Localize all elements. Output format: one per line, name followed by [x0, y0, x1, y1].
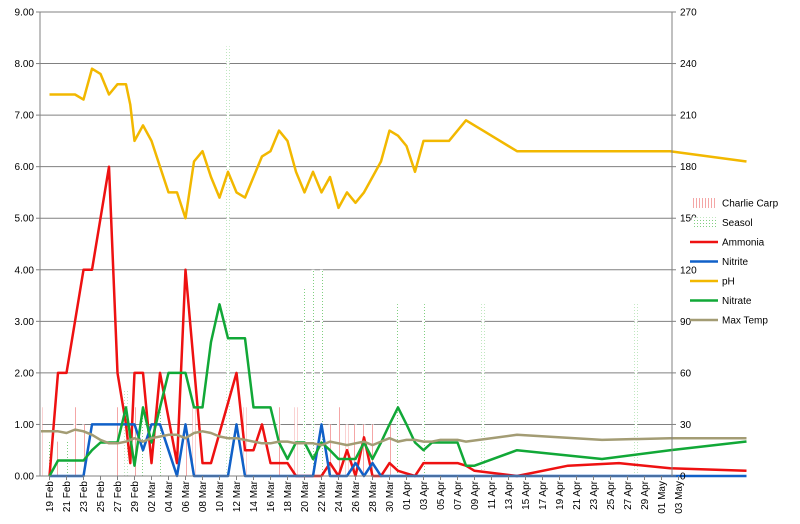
line-series-layer [41, 67, 747, 478]
x-tick-label: 25 Feb [96, 481, 107, 513]
bar-charlie-carp [388, 424, 391, 476]
bar-charlie-carp [354, 424, 357, 476]
legend-swatch-seasol [692, 217, 716, 228]
bar-charlie-carp [73, 407, 77, 476]
y2-tick-label: 30 [680, 420, 692, 431]
y2-tick-label: 150 [680, 214, 697, 225]
x-tick-label: 03 Apr [419, 480, 430, 510]
bar-charlie-carp [82, 424, 85, 476]
bar-seasol [226, 46, 230, 477]
bar-charlie-carp [56, 441, 60, 476]
x-tick-label: 23 Feb [79, 481, 90, 513]
legend-label: Charlie Carp [722, 199, 779, 210]
y-tick-label: 7.00 [15, 111, 35, 122]
legend: Charlie Carp Seasol Ammonia Nitrite pH Nitrat… [690, 198, 779, 327]
bar-charlie-carp [362, 424, 366, 476]
bar-seasol [481, 304, 485, 476]
x-tick-label: 04 Mar [164, 480, 175, 512]
y-tick-label: 2.00 [15, 368, 35, 379]
x-tick-label: 19 Feb [45, 481, 56, 513]
bar-seasol [320, 269, 323, 476]
x-tick-label: 10 Mar [215, 480, 226, 512]
x-tick-label: 17 Apr [538, 480, 549, 510]
legend-label: Seasol [722, 218, 753, 229]
x-tick-label: 29 Feb [130, 481, 141, 513]
x-tick-label: 28 Mar [368, 480, 379, 512]
x-tick-label: 12 Mar [232, 480, 243, 512]
bar-seasol [422, 304, 425, 476]
y-tick-label: 0.00 [15, 472, 35, 483]
x-tick-label: 27 Feb [113, 481, 124, 513]
x-tick-label: 26 Mar [351, 480, 362, 512]
x-tick-label: 22 Mar [317, 480, 328, 512]
x-tick-label: 07 Apr [453, 480, 464, 510]
legend-label: pH [722, 277, 735, 288]
y2-tick-label: 270 [680, 8, 697, 19]
y-tick-label: 5.00 [15, 214, 35, 225]
bar-seasol [396, 304, 400, 476]
bar-charlie-carp [184, 424, 187, 476]
axes: 0.00 1.00 2.00 3.00 4.00 5.00 6.00 7.00 8.00 9.00… [15, 8, 698, 514]
x-tick-label: 08 Mar [198, 480, 209, 512]
x-tick-label: 27 Apr [623, 480, 634, 510]
bar-seasol [48, 441, 51, 476]
x-tick-label: 14 Mar [249, 480, 260, 512]
bar-charlie-carp [39, 407, 43, 476]
x-tick-label: 02 Mar [147, 480, 158, 512]
x-tick-label: 24 Mar [334, 480, 345, 512]
x-tick-label: 20 Mar [300, 480, 311, 512]
x-tick-label: 25 Apr [606, 480, 617, 510]
legend-label: Ammonia [722, 238, 765, 249]
y-tick-label: 1.00 [15, 420, 35, 431]
x-tick-label: 18 Mar [283, 480, 294, 512]
bar-charlie-carp [337, 407, 340, 476]
x-tick-label: 16 Mar [266, 480, 277, 512]
legend-swatch-charlie-carp [692, 198, 716, 208]
legend-label: Nitrate [722, 296, 752, 307]
y2-tick-label: 0 [680, 472, 686, 483]
legend-label: Max Temp [722, 316, 768, 327]
bar-seasol [158, 407, 162, 476]
x-tick-label: 06 Mar [181, 480, 192, 512]
y2-tick-label: 210 [680, 111, 697, 122]
y-tick-label: 9.00 [15, 8, 35, 19]
x-tick-label: 03 May [674, 481, 685, 514]
x-tick-label: 09 Apr [470, 480, 481, 510]
bar-seasol [634, 304, 638, 476]
y-tick-label: 8.00 [15, 59, 35, 70]
x-tick-label: 21 Feb [62, 481, 73, 513]
x-tick-label: 11 Apr [487, 480, 498, 509]
x-tick-label: 01 Apr [402, 480, 413, 510]
x-tick-label: 01 May [657, 481, 668, 514]
bar-charlie-carp [192, 407, 196, 476]
y2-tick-label: 60 [680, 368, 692, 379]
x-tick-label: 23 Apr [589, 480, 600, 510]
x-tick-label: 19 Apr [555, 480, 566, 510]
bar-charlie-carp [371, 424, 374, 476]
y2-tick-label: 240 [680, 59, 697, 70]
x-tick-label: 30 Mar [385, 480, 396, 512]
series-line-max-temp [41, 428, 747, 447]
x-tick-label: 21 Apr [572, 480, 583, 510]
y2-tick-label: 90 [680, 317, 692, 328]
bar-seasol [65, 441, 68, 476]
bar-seasol [311, 269, 315, 476]
x-tick-label: 05 Apr [436, 480, 447, 510]
y-tick-label: 4.00 [15, 265, 35, 276]
legend-label: Nitrite [722, 257, 749, 268]
bar-charlie-carp [133, 407, 136, 476]
series-line-ph [49, 67, 747, 220]
series-line-nitrite [49, 423, 747, 478]
y2-tick-label: 180 [680, 162, 697, 173]
x-tick-label: 13 Apr [504, 480, 515, 510]
y-tick-label: 6.00 [15, 162, 35, 173]
y-tick-label: 3.00 [15, 317, 35, 328]
x-tick-label: 15 Apr [521, 480, 532, 510]
gridlines [40, 11, 672, 477]
x-tick-label: 29 Apr [640, 480, 651, 510]
bar-seasol [303, 286, 306, 476]
y2-tick-label: 120 [680, 265, 697, 276]
